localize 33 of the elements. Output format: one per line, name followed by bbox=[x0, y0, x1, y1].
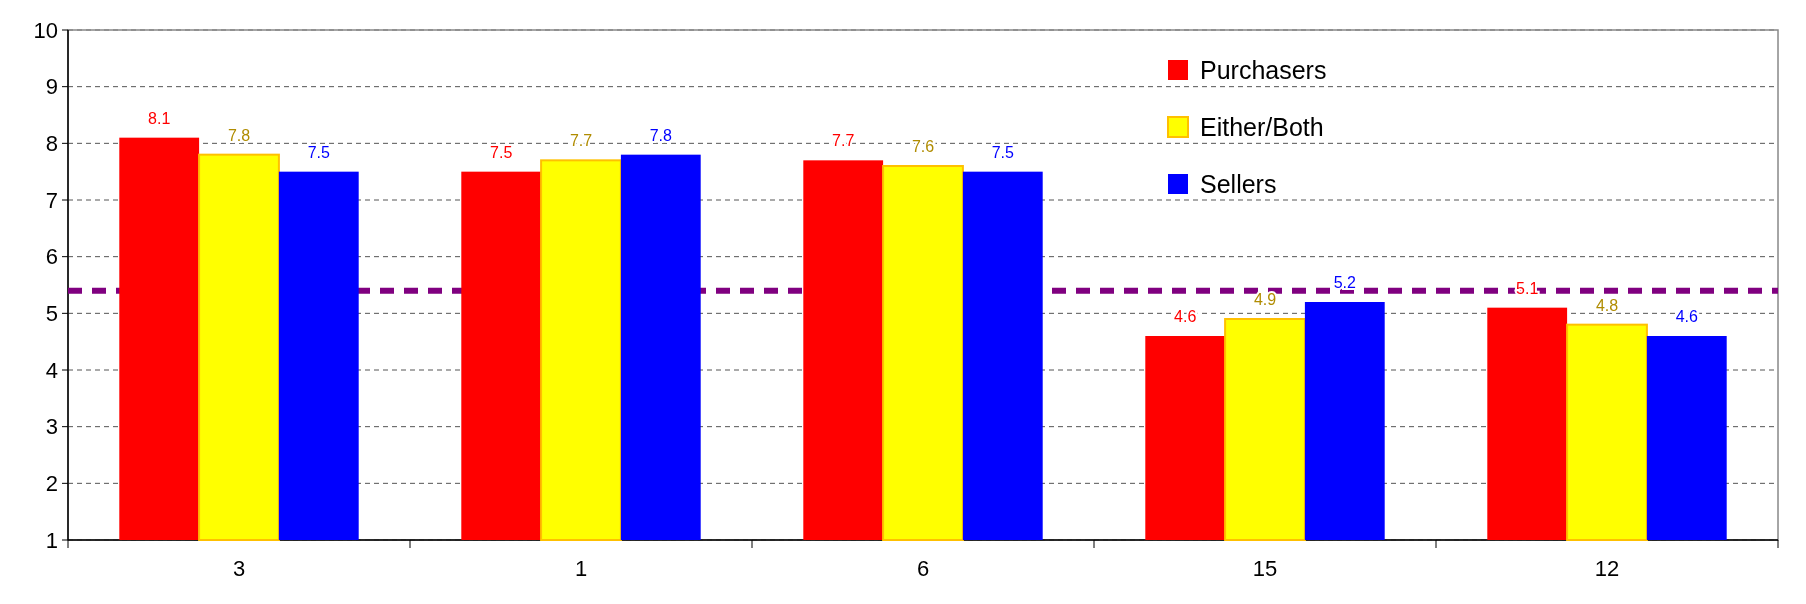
data-label: 8.1 bbox=[148, 109, 171, 127]
y-tick-label: 1 bbox=[45, 527, 58, 553]
x-tick-label: 3 bbox=[232, 556, 246, 581]
data-label: 7.7 bbox=[569, 132, 593, 150]
y-tick-label: 8 bbox=[45, 131, 58, 157]
legend-label: Purchasers bbox=[1200, 55, 1327, 84]
x-tick-label: 15 bbox=[1252, 556, 1278, 581]
data-label: 5.2 bbox=[1333, 274, 1357, 291]
y-tick-label: 2 bbox=[45, 471, 58, 497]
data-label: 5.1 bbox=[1516, 279, 1539, 297]
data-label: 4.8 bbox=[1595, 296, 1619, 314]
y-tick-label: 10 bbox=[33, 17, 58, 43]
y-tick-label: 3 bbox=[45, 414, 58, 440]
data-label: 7.5 bbox=[991, 143, 1015, 161]
data-label: 4.6 bbox=[1675, 308, 1699, 325]
data-label: 7.7 bbox=[832, 132, 855, 150]
data-label: 7.5 bbox=[307, 143, 331, 161]
data-label: 7.6 bbox=[911, 138, 935, 155]
y-tick-label: 6 bbox=[45, 244, 58, 270]
data-label: 4.9 bbox=[1253, 291, 1277, 308]
legend-label: Sellers bbox=[1200, 169, 1277, 198]
x-tick-label: 1 bbox=[574, 556, 588, 581]
data-label: 7.8 bbox=[649, 126, 673, 144]
data-label: 7.5 bbox=[490, 143, 513, 161]
x-tick-label: 6 bbox=[916, 556, 930, 581]
data-label: 4.6 bbox=[1174, 308, 1197, 325]
data-label: 7.8 bbox=[227, 126, 251, 144]
legend-label: Either/Both bbox=[1200, 112, 1324, 141]
y-tick-label: 5 bbox=[45, 301, 58, 327]
y-tick-label: 4 bbox=[45, 357, 58, 383]
x-tick-label: 12 bbox=[1594, 556, 1620, 581]
y-tick-label: 7 bbox=[45, 187, 58, 213]
y-tick-label: 9 bbox=[45, 74, 58, 100]
